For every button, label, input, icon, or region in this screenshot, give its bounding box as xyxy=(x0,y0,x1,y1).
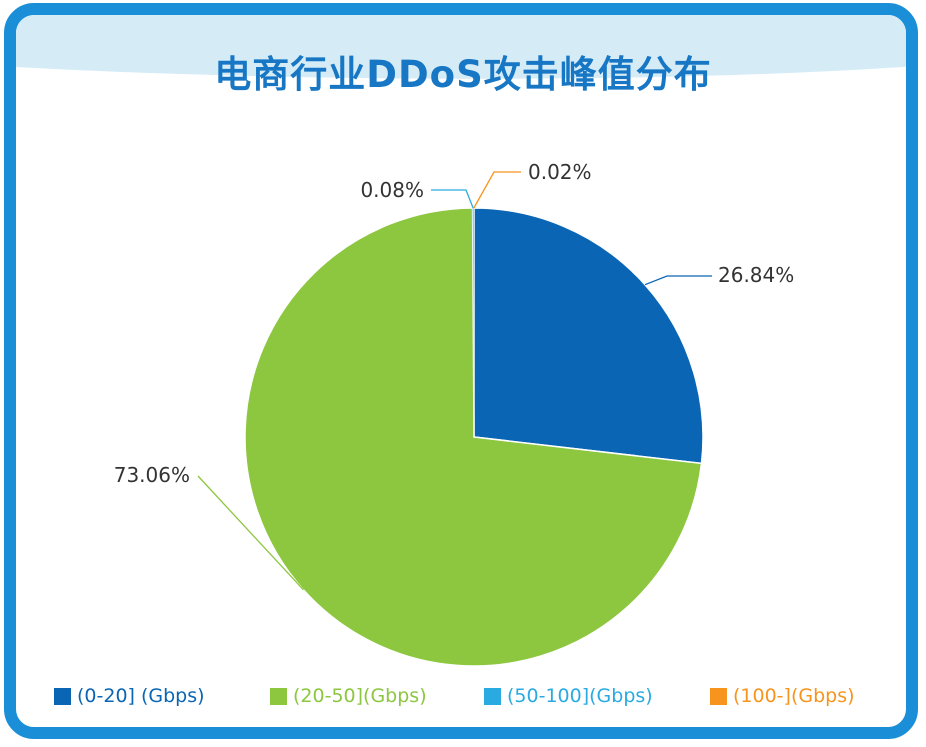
legend-swatch-50-100 xyxy=(484,687,501,705)
pie-slice-0-20 xyxy=(473,207,704,465)
legend: (0-20] (Gbps) (20-50](Gbps) (50-100](Gbp… xyxy=(0,684,926,708)
leader-line-0-20 xyxy=(644,275,712,286)
legend-item-100-plus: (100-](Gbps) xyxy=(710,684,855,708)
legend-label-100-plus: (100-](Gbps) xyxy=(733,685,855,707)
legend-swatch-100-plus xyxy=(710,687,727,705)
legend-item-50-100: (50-100](Gbps) xyxy=(484,684,653,708)
legend-swatch-0-20 xyxy=(54,687,71,705)
chart-frame xyxy=(4,3,918,739)
data-label-0-20: 26.84% xyxy=(718,263,794,287)
pie-slice-20-50 xyxy=(244,207,703,667)
legend-label-50-100: (50-100](Gbps) xyxy=(507,685,653,707)
legend-label-20-50: (20-50](Gbps) xyxy=(293,685,427,707)
legend-label-0-20: (0-20] (Gbps) xyxy=(77,685,205,707)
leader-line-50-100 xyxy=(431,189,474,209)
data-label-20-50: 73.06% xyxy=(114,463,190,487)
legend-item-0-20: (0-20] (Gbps) xyxy=(54,684,205,708)
leader-line-20-50 xyxy=(197,475,304,591)
data-label-50-100: 0.08% xyxy=(360,178,424,202)
legend-swatch-20-50 xyxy=(270,687,287,705)
leader-line-100-plus xyxy=(473,171,521,209)
legend-item-20-50: (20-50](Gbps) xyxy=(270,684,427,708)
data-label-100-plus: 0.02% xyxy=(528,160,592,184)
header-wave xyxy=(16,66,906,105)
chart-title: 电商行业DDoS攻击峰值分布 xyxy=(214,53,712,96)
